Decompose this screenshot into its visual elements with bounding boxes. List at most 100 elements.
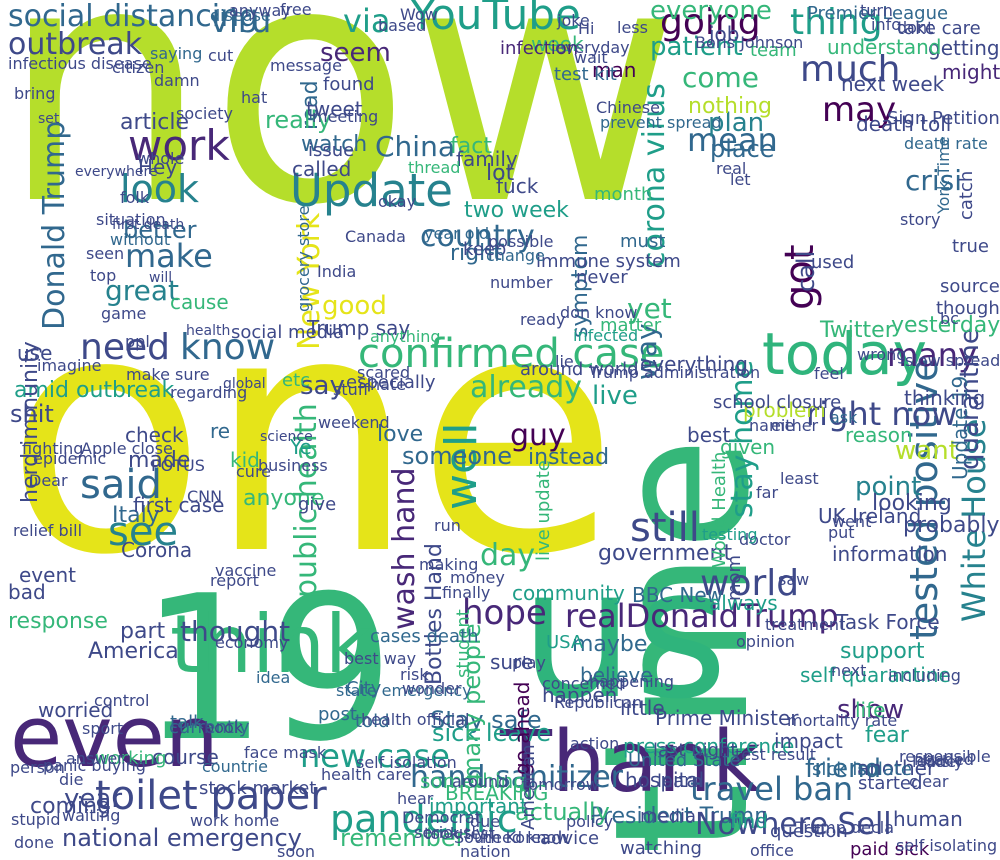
word-matter: matter xyxy=(600,315,662,336)
word-cut: cut xyxy=(208,46,234,65)
word-first-death: first death xyxy=(112,217,185,233)
word-hey: Hey xyxy=(138,155,178,179)
word-anything: anything xyxy=(370,327,441,346)
word-community: community xyxy=(512,581,625,605)
word-sure: sure xyxy=(490,650,534,674)
word-going: going xyxy=(660,2,761,43)
word-better: better xyxy=(123,216,197,244)
word-saying: saying xyxy=(150,44,203,63)
word-wait: wait xyxy=(574,48,608,67)
word-took-test: took test xyxy=(424,824,495,843)
word-risk: risk xyxy=(400,665,429,684)
word-give: give xyxy=(298,494,337,515)
word-everyday: everyday xyxy=(555,38,630,57)
word-problem: problem xyxy=(743,398,826,422)
word-team: team xyxy=(750,40,797,61)
word-hand-sanitizer: hand sanitizer xyxy=(410,760,623,795)
word-might: might xyxy=(942,60,1000,84)
word-dont: dont xyxy=(897,18,934,37)
word-next: next xyxy=(831,661,867,680)
word-state-emergency: state emergency xyxy=(336,681,472,700)
word-worried: worried xyxy=(38,698,114,722)
word-idea: idea xyxy=(256,668,291,687)
word-issue: issue xyxy=(308,140,355,161)
word-test-kit: test kit xyxy=(554,64,617,85)
word-called: called xyxy=(292,157,352,181)
word-stuff: stuff xyxy=(333,380,369,399)
word-united-state: United State xyxy=(628,750,741,771)
word-right-now: right now xyxy=(806,395,958,433)
word-world: world xyxy=(700,563,800,604)
word-looking: looking xyxy=(872,491,952,516)
word-action: action xyxy=(570,734,620,753)
word-less: less xyxy=(617,18,648,37)
word-support: support xyxy=(840,639,925,664)
word-everyone: everyone xyxy=(650,0,772,26)
word-epidemic: epidemic xyxy=(33,449,107,468)
word-needed: needed xyxy=(914,750,974,769)
word-made: made xyxy=(128,448,191,473)
word-play: play xyxy=(512,653,546,672)
word-potus: POTUS xyxy=(151,456,205,475)
word-thread: thread xyxy=(408,158,461,177)
word-prime-minister: Prime Minister xyxy=(655,706,799,730)
word-though: though xyxy=(936,298,1000,319)
word-cure: cure xyxy=(236,462,272,481)
word-democrat: Democrat xyxy=(402,808,481,827)
word-lot: lot xyxy=(486,161,515,186)
word-bring: bring xyxy=(14,84,56,103)
word-said: said xyxy=(80,462,162,508)
word-hat: hat xyxy=(241,88,268,107)
word-catch: catch xyxy=(956,170,977,220)
word-around: around xyxy=(452,772,509,791)
word-don-know: don know xyxy=(560,303,638,322)
word-one: one xyxy=(5,243,620,627)
word-sick-leave: sick leave xyxy=(432,719,552,747)
word-ask: ask xyxy=(830,408,858,427)
word-day: day xyxy=(480,538,536,573)
word-national-emergency: national emergency xyxy=(62,824,302,852)
word-watching: watching xyxy=(620,838,702,859)
word-outbreak: outbreak xyxy=(8,27,143,62)
word-still: still xyxy=(630,505,700,551)
word-must: must xyxy=(620,231,666,252)
word-hope: hope xyxy=(462,593,547,633)
word-given: given xyxy=(720,435,776,459)
word-thinking: thinking xyxy=(904,386,986,410)
word-country: country xyxy=(420,219,535,254)
word-watch: watch xyxy=(301,132,368,157)
word-world-health: World Health xyxy=(709,451,730,568)
word-press-conference: press conference xyxy=(623,734,795,758)
word-getting: getting xyxy=(928,36,1000,60)
word-saw: saw xyxy=(778,570,810,589)
word-shit: shit xyxy=(10,400,54,428)
word-school-closure: school closure xyxy=(713,392,842,413)
word-business: business xyxy=(258,456,328,475)
word-policy: policy xyxy=(566,812,614,831)
word-info: info xyxy=(871,15,902,34)
word-boris-johnson: Boris Johnson xyxy=(695,33,804,52)
word-leader: leader xyxy=(912,752,963,771)
word-year: year xyxy=(64,784,123,814)
word-best-way: best way xyxy=(344,649,417,668)
word-without: without xyxy=(110,230,171,249)
word-die: die xyxy=(59,770,84,789)
word-work-home: work home xyxy=(190,811,280,830)
word-turn: turn xyxy=(860,1,893,20)
word-youtube: YouTube xyxy=(410,0,581,39)
word-control: control xyxy=(94,691,150,710)
word-next-week: next week xyxy=(841,72,945,96)
word-story: story xyxy=(900,210,941,229)
word-republican: Republican xyxy=(554,693,643,712)
word-last-night: last night xyxy=(653,740,738,761)
word-thought: thought xyxy=(180,615,291,648)
word-canada: Canada xyxy=(345,227,406,246)
word-number: number xyxy=(490,273,553,292)
word-whole: whole xyxy=(137,149,185,168)
word-immune-system: immune system xyxy=(536,251,681,272)
word-hospital: hospital xyxy=(625,768,705,792)
word-question: question xyxy=(770,821,848,842)
word-believe: believe xyxy=(580,663,653,687)
word-working: working xyxy=(95,748,167,769)
